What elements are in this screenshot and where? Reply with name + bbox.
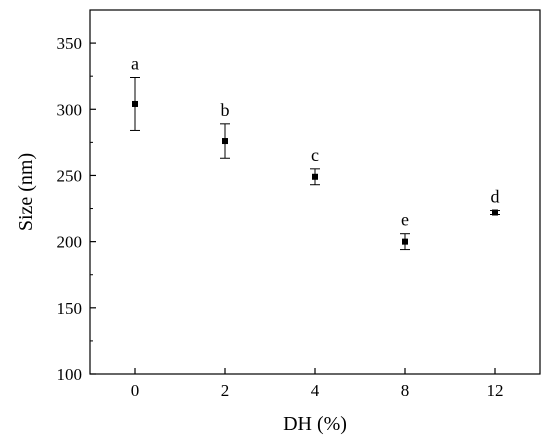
y-tick-label: 100	[57, 365, 83, 384]
x-axis-title: DH (%)	[283, 413, 347, 435]
x-tick-label: 12	[487, 381, 504, 400]
x-tick-label: 0	[131, 381, 140, 400]
y-axis-title: Size (nm)	[15, 153, 37, 231]
x-tick-label: 2	[221, 381, 230, 400]
data-point	[402, 238, 408, 245]
x-tick-label: 4	[311, 381, 320, 400]
significance-letter: d	[491, 187, 500, 207]
data-point	[132, 100, 138, 107]
y-axis: 100 150 200 250 300 350	[57, 34, 96, 384]
x-axis: 0 2 4 8 12	[131, 368, 504, 400]
significance-letter: c	[311, 145, 319, 165]
significance-letter: a	[131, 54, 139, 74]
data-points: a b c e d	[130, 54, 500, 251]
plot-frame	[89, 9, 541, 375]
significance-letter: b	[221, 100, 230, 120]
x-tick-label: 8	[401, 381, 410, 400]
y-tick-label: 250	[57, 166, 83, 185]
y-tick-label: 350	[57, 34, 83, 53]
data-point	[492, 209, 498, 216]
y-tick-label: 200	[57, 233, 83, 252]
data-point	[222, 138, 228, 145]
data-point	[312, 173, 318, 180]
significance-letter: e	[401, 210, 409, 230]
y-tick-label: 300	[57, 100, 83, 119]
y-tick-label: 150	[57, 299, 83, 318]
